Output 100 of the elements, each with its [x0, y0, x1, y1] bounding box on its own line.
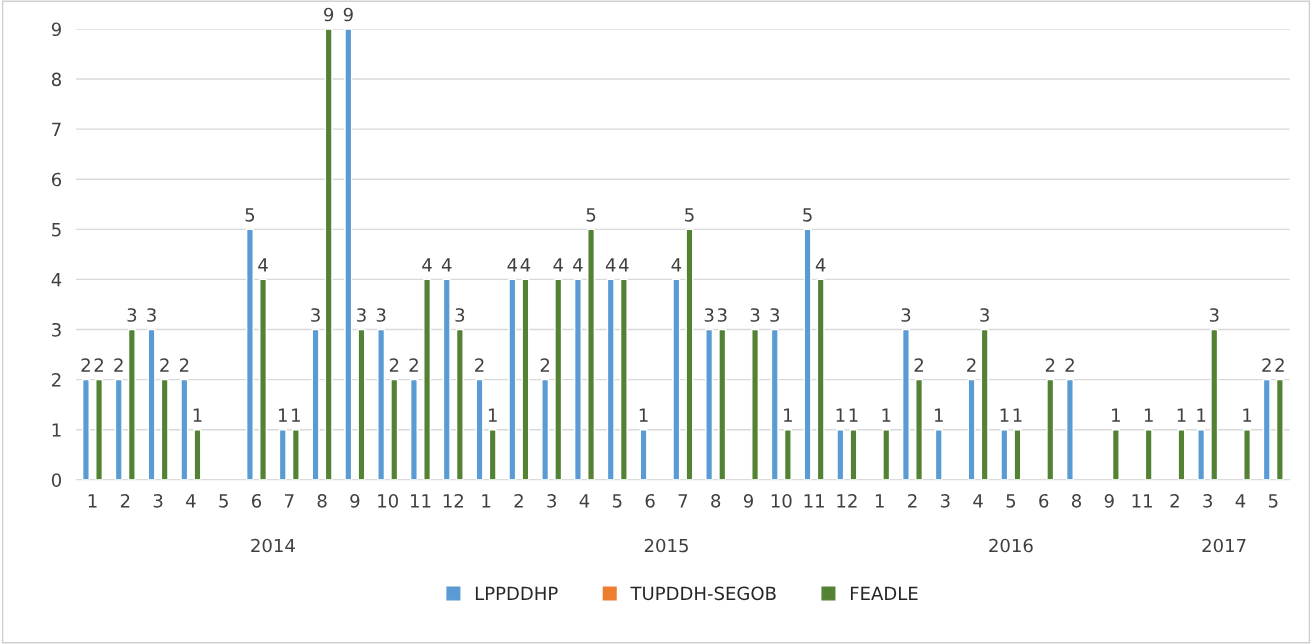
bar: [606, 278, 615, 480]
x-tick-label: 2: [1170, 493, 1179, 508]
bar: [455, 328, 464, 480]
data-label: 2: [1262, 358, 1271, 372]
data-label: 2: [409, 358, 418, 372]
x-tick-label: 1: [875, 494, 884, 508]
y-tick-label: 3: [52, 322, 61, 337]
x-tick-label: 4: [186, 494, 196, 508]
x-tick-label: 6: [1039, 493, 1049, 508]
bar: [488, 428, 497, 480]
x-tick-label: 1: [88, 494, 97, 508]
data-label: 1: [1144, 408, 1153, 422]
bar: [541, 378, 550, 480]
x-tick-label: 4: [1235, 494, 1246, 508]
x-tick-label: 4: [973, 494, 983, 508]
bar: [1275, 378, 1284, 480]
data-label: 4: [422, 258, 432, 272]
data-label: 1: [278, 408, 287, 422]
data-label: 2: [389, 358, 399, 372]
data-label: 3: [1209, 308, 1219, 322]
data-label: 1: [784, 408, 792, 422]
data-label: 1: [488, 408, 497, 422]
x-tick-label: 11: [1132, 494, 1152, 508]
y-tick-label: 6: [51, 172, 62, 187]
data-label: 2: [540, 358, 550, 372]
x-tick-label: 3: [153, 493, 163, 508]
bar: [1197, 428, 1206, 480]
x-tick-label: 11: [410, 494, 431, 508]
x-tick-label: 7: [285, 494, 294, 508]
x-tick-label: 11: [804, 494, 824, 508]
x-tick-label: 6: [645, 493, 655, 508]
bar: [1243, 428, 1252, 480]
y-tick-label: 8: [51, 72, 61, 87]
bar: [344, 28, 353, 480]
data-label: 2: [1045, 358, 1055, 372]
bar: [245, 228, 254, 480]
data-label: 4: [441, 258, 452, 272]
data-label: 1: [639, 408, 648, 422]
data-label: 4: [258, 258, 268, 272]
x-tick-label: 1: [482, 494, 491, 508]
data-label: 4: [573, 258, 583, 272]
bar: [705, 328, 714, 480]
bar: [180, 378, 189, 480]
bar: [685, 228, 694, 480]
data-label: 5: [245, 208, 255, 222]
bar: [849, 428, 858, 480]
bar: [357, 328, 366, 480]
legend-label: FEADLE: [850, 586, 918, 600]
data-label: 1: [193, 408, 202, 422]
data-label: 3: [770, 308, 780, 322]
bar: [1210, 328, 1219, 480]
bar: [803, 228, 812, 480]
data-label: 1: [1177, 408, 1186, 422]
bar: [901, 328, 910, 480]
x-tick-label: 9: [1104, 493, 1114, 508]
bar: [508, 278, 517, 480]
data-label: 2: [1275, 358, 1284, 372]
x-tick-label: 12: [443, 493, 463, 508]
data-label: 2: [967, 358, 976, 372]
bar: [409, 378, 418, 480]
bar: [193, 428, 202, 480]
x-tick-label: 8: [317, 493, 327, 508]
data-label: 3: [717, 308, 727, 322]
text: 2014: [251, 538, 295, 553]
bar: [114, 378, 123, 480]
data-label: 3: [376, 308, 386, 322]
data-label: 5: [586, 208, 596, 222]
x-tick-label: 4: [579, 494, 590, 508]
data-label: 3: [455, 308, 465, 322]
bar: [639, 428, 648, 480]
data-label: 2: [475, 358, 484, 372]
data-label: 4: [815, 258, 826, 272]
data-label: 1: [882, 408, 891, 422]
bar: [95, 378, 104, 480]
y-tick-label: 9: [51, 22, 61, 37]
x-tick-label: 5: [612, 494, 622, 508]
data-label: 3: [147, 308, 156, 322]
data-label: 1: [1197, 408, 1206, 422]
bar: [278, 428, 287, 480]
bar: [377, 328, 386, 480]
data-label: 3: [311, 308, 320, 322]
data-label: 3: [750, 308, 760, 322]
data-label: 4: [671, 258, 682, 272]
data-label: 3: [704, 308, 714, 322]
y-tick-label: 5: [52, 223, 61, 237]
x-tick-label: 2: [120, 493, 130, 508]
data-label: 2: [1065, 358, 1074, 372]
bar: [836, 428, 845, 480]
y-tick-label: 1: [52, 423, 61, 437]
data-label: 2: [160, 358, 169, 372]
x-tick-label: 5: [219, 494, 228, 508]
bar: [934, 428, 943, 480]
bar: [1000, 428, 1009, 480]
data-label: 1: [1112, 408, 1120, 422]
data-label: 4: [553, 258, 563, 272]
x-tick-label: 2: [514, 493, 523, 508]
data-label: 1: [836, 408, 845, 422]
x-tick-label: 9: [350, 493, 360, 508]
x-tick-label: 10: [378, 493, 398, 508]
x-tick-label: 8: [1071, 493, 1081, 508]
